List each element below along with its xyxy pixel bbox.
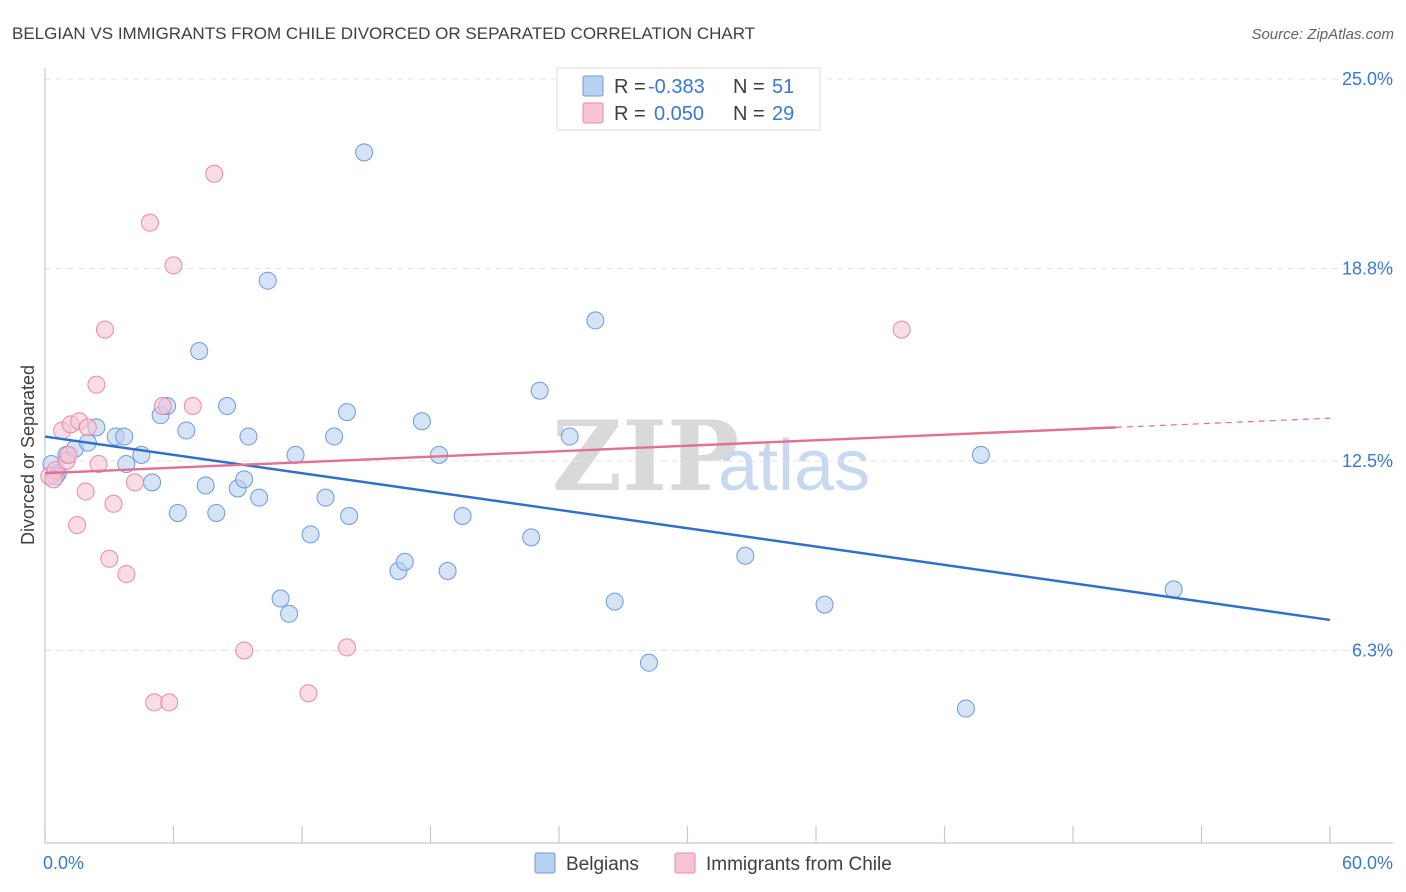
point-belgians-32 bbox=[355, 143, 374, 162]
point-belgians-21 bbox=[239, 427, 258, 446]
point-belgians-24 bbox=[271, 589, 290, 608]
point-chile-25 bbox=[337, 638, 356, 657]
point-belgians-46 bbox=[815, 595, 834, 614]
point-belgians-48 bbox=[971, 445, 990, 464]
point-belgians-20 bbox=[235, 470, 254, 489]
point-belgians-34 bbox=[395, 552, 414, 571]
legend-n-label-2: N = bbox=[733, 103, 765, 125]
point-belgians-38 bbox=[453, 507, 472, 526]
bottom-legend-swatch-belgians bbox=[534, 852, 556, 874]
point-chile-18 bbox=[153, 396, 172, 415]
series-legend: Belgians Immigrants from Chile bbox=[534, 852, 892, 875]
point-chile-14 bbox=[117, 565, 136, 584]
legend-n-value-2: 29 bbox=[772, 103, 794, 125]
point-belgians-13 bbox=[168, 503, 187, 522]
point-chile-26 bbox=[892, 320, 911, 339]
bottom-legend-belgians: Belgians bbox=[566, 854, 639, 875]
chart-source: Source: ZipAtlas.com bbox=[1251, 26, 1394, 43]
grid-layer bbox=[45, 78, 1393, 651]
y-tick-label-0: 25.0% bbox=[1342, 69, 1393, 89]
point-belgians-23 bbox=[258, 271, 277, 290]
point-belgians-8 bbox=[117, 455, 136, 474]
point-belgians-43 bbox=[605, 592, 624, 611]
point-chile-5 bbox=[68, 516, 87, 535]
legend-r-value-1: -0.383 bbox=[648, 76, 705, 98]
y-tick-labels: 25.0% 18.8% 12.5% 6.3% bbox=[1342, 69, 1393, 660]
bottom-legend-chile: Immigrants from Chile bbox=[706, 854, 892, 875]
point-chile-17 bbox=[145, 693, 164, 712]
legend-swatch-chile bbox=[582, 102, 604, 124]
point-chile-19 bbox=[160, 693, 179, 712]
point-belgians-29 bbox=[325, 427, 344, 446]
point-chile-27 bbox=[44, 470, 63, 489]
trend-line-belgians bbox=[44, 435, 1331, 622]
point-belgians-28 bbox=[316, 488, 335, 507]
point-belgians-26 bbox=[286, 445, 305, 464]
point-belgians-7 bbox=[115, 427, 134, 446]
point-belgians-17 bbox=[207, 503, 226, 522]
point-belgians-15 bbox=[190, 341, 209, 360]
point-belgians-45 bbox=[736, 546, 755, 565]
point-chile-23 bbox=[235, 641, 254, 660]
point-chile-24 bbox=[299, 684, 318, 703]
point-belgians-35 bbox=[412, 412, 431, 431]
point-belgians-30 bbox=[337, 403, 356, 422]
point-chile-7 bbox=[76, 482, 95, 501]
trend-line-chile bbox=[44, 426, 1116, 475]
point-belgians-27 bbox=[301, 525, 320, 544]
point-belgians-44 bbox=[639, 653, 658, 672]
chart-title: BELGIAN VS IMMIGRANTS FROM CHILE DIVORCE… bbox=[12, 24, 755, 43]
point-chile-12 bbox=[100, 549, 119, 568]
trend-layer bbox=[44, 417, 1331, 622]
legend-r-value-2: 0.050 bbox=[654, 103, 704, 125]
point-chile-10 bbox=[89, 455, 108, 474]
x-tick-label-min: 0.0% bbox=[43, 853, 84, 873]
y-tick-label-3: 6.3% bbox=[1352, 640, 1393, 660]
point-belgians-41 bbox=[560, 427, 579, 446]
point-chile-11 bbox=[95, 320, 114, 339]
legend-swatch-belgians bbox=[582, 75, 604, 97]
point-belgians-36 bbox=[430, 445, 449, 464]
y-tick-label-1: 18.8% bbox=[1342, 258, 1393, 278]
point-belgians-14 bbox=[177, 421, 196, 440]
point-belgians-10 bbox=[143, 473, 162, 492]
point-chile-16 bbox=[140, 213, 159, 232]
point-belgians-37 bbox=[438, 562, 457, 581]
point-belgians-31 bbox=[340, 507, 359, 526]
axis-layer bbox=[44, 68, 1393, 844]
point-belgians-18 bbox=[218, 396, 237, 415]
y-axis-label: Divorced or Separated bbox=[18, 365, 38, 545]
point-chile-22 bbox=[205, 164, 224, 183]
bottom-legend-swatch-chile bbox=[674, 852, 696, 874]
trend-line-chile-extension bbox=[1115, 417, 1331, 428]
points-layer bbox=[40, 143, 1183, 718]
point-chile-8 bbox=[78, 418, 97, 437]
point-belgians-39 bbox=[522, 528, 541, 547]
correlation-legend: R = -0.383 N = 51 R = 0.050 N = 29 bbox=[556, 67, 821, 131]
point-chile-21 bbox=[183, 396, 202, 415]
point-belgians-16 bbox=[196, 476, 215, 495]
watermark-zip: ZIP bbox=[552, 400, 739, 513]
point-belgians-49 bbox=[1164, 580, 1183, 599]
point-belgians-42 bbox=[586, 311, 605, 330]
point-chile-28 bbox=[59, 445, 78, 464]
point-belgians-47 bbox=[956, 699, 975, 718]
y-tick-label-2: 12.5% bbox=[1342, 451, 1393, 471]
point-chile-13 bbox=[104, 494, 123, 513]
point-belgians-25 bbox=[280, 604, 299, 623]
point-chile-20 bbox=[164, 256, 183, 275]
point-belgians-22 bbox=[250, 488, 269, 507]
legend-r-label-1: R = bbox=[614, 76, 646, 98]
point-chile-15 bbox=[125, 473, 144, 492]
x-tick-label-max: 60.0% bbox=[1342, 853, 1393, 873]
legend-r-label-2: R = bbox=[614, 103, 646, 125]
point-chile-9 bbox=[87, 375, 106, 394]
legend-n-label-1: N = bbox=[733, 76, 765, 98]
point-belgians-40 bbox=[530, 381, 549, 400]
legend-n-value-1: 51 bbox=[772, 76, 794, 98]
